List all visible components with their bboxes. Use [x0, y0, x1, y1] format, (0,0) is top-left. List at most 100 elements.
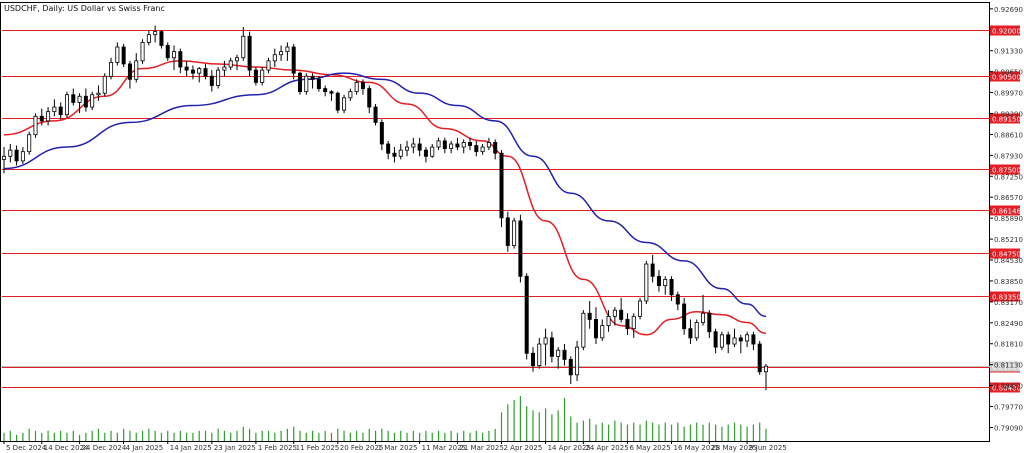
- volume-bar: [387, 430, 389, 441]
- y-tick-label: 0.87930: [994, 152, 1023, 160]
- candle-bull: [216, 69, 221, 86]
- volume-bar: [715, 424, 717, 441]
- candle-bull: [64, 94, 69, 116]
- candle-bear: [499, 152, 504, 219]
- candle-bull: [612, 309, 617, 317]
- volume-bar: [41, 432, 43, 441]
- volume-bar: [450, 430, 452, 441]
- x-tick-label: 24 Apr 2025: [585, 444, 628, 452]
- candle-bear: [190, 69, 195, 74]
- candle-bull: [430, 146, 435, 157]
- volume-bar: [274, 432, 276, 441]
- volume-bar: [368, 428, 370, 441]
- volume-bar: [708, 422, 710, 441]
- volume-bar: [116, 432, 118, 441]
- volume-bar: [78, 434, 81, 441]
- level-label-bg: [990, 291, 1020, 302]
- candle-bull: [260, 69, 265, 83]
- volume-bar: [261, 430, 263, 441]
- x-tick-label: 2 Apr 2025: [504, 444, 543, 452]
- volume-bar: [349, 432, 351, 441]
- candle-bear: [253, 69, 258, 83]
- volume-bar: [639, 424, 641, 441]
- candle-bear: [518, 220, 523, 277]
- candle-bull: [304, 75, 309, 93]
- candle-bear: [291, 46, 296, 74]
- level-label: 0.84750: [992, 251, 1021, 259]
- x-tick-label: 14 Apr 2025: [548, 444, 591, 452]
- y-tick-label: 0.89970: [994, 90, 1023, 98]
- volume-bar: [406, 432, 408, 441]
- volume-bar: [475, 430, 477, 441]
- volume-bar: [759, 422, 761, 441]
- level-label-bg: [990, 248, 1020, 259]
- candle-bear: [524, 275, 529, 354]
- volume-bar: [626, 424, 629, 441]
- candle-bull: [348, 91, 353, 99]
- y-tick-label: 0.85890: [994, 215, 1023, 223]
- volume-bar: [620, 422, 622, 441]
- candle-bear: [423, 149, 428, 157]
- candle-bull: [77, 95, 82, 103]
- plot-frame: [0, 2, 990, 442]
- current-price-label-bg: [990, 361, 1020, 372]
- chart-title: USDCHF, Daily: US Dollar vs Swiss Franc: [4, 4, 165, 13]
- volume-bar: [22, 432, 24, 441]
- candle-bear: [474, 145, 479, 153]
- volume-bar: [425, 430, 427, 441]
- y-tick-label: 0.90650: [994, 69, 1023, 77]
- volume-bar: [318, 432, 320, 441]
- candle-bull: [33, 115, 38, 136]
- candle-bull: [20, 151, 25, 162]
- candle-bull: [228, 60, 233, 68]
- candle-bear: [757, 343, 762, 373]
- volume-bar: [198, 430, 200, 441]
- candlesticks: [2, 25, 769, 391]
- volume-bar: [72, 430, 74, 441]
- candle-bear: [323, 88, 328, 93]
- candle-bull: [543, 337, 548, 345]
- y-tick-label: 0.89290: [994, 111, 1023, 119]
- volume-bar: [223, 430, 226, 441]
- x-tick-label: 20 Feb 2025: [340, 444, 384, 452]
- candle-bull: [354, 82, 359, 93]
- candle-bear: [587, 312, 592, 320]
- volume-bar: [286, 428, 288, 441]
- volume-bar: [305, 432, 307, 441]
- volume-bar: [740, 424, 742, 441]
- candle-bull: [537, 343, 542, 366]
- level-label-bg: [990, 382, 1020, 393]
- candle-bear: [688, 328, 693, 339]
- candle-bull: [8, 149, 13, 157]
- volume-bar: [570, 416, 572, 441]
- candle-bear: [165, 45, 170, 59]
- price-axis[interactable]: 0.92690 0.91330 0.90650 0.89970 0.89290 0.886…: [990, 6, 1023, 433]
- candle-bear: [159, 31, 164, 46]
- volume-bar: [230, 432, 232, 441]
- volume-bar: [154, 430, 156, 441]
- volume-bar: [614, 420, 616, 441]
- volume-bar: [652, 422, 654, 441]
- x-tick-label: 23 Jan 2025: [214, 444, 256, 452]
- candle-bull: [606, 315, 611, 326]
- candle-bull: [512, 220, 517, 246]
- volume-bar: [356, 430, 358, 441]
- volume-bar: [670, 424, 673, 441]
- volume-bar: [664, 422, 666, 441]
- x-tick-label: 5 Dec 2024: [6, 444, 47, 452]
- candle-bull: [449, 143, 454, 149]
- volume-bar: [519, 396, 521, 441]
- candle-bull: [480, 146, 485, 153]
- volume-bar: [507, 404, 509, 441]
- volume-bar: [9, 430, 11, 441]
- candle-bear: [455, 143, 460, 148]
- candle-bull: [461, 142, 466, 148]
- level-label-bg: [990, 25, 1020, 36]
- candle-bull: [222, 66, 227, 71]
- volume-bar: [595, 424, 597, 441]
- y-tick-label: 0.85210: [994, 236, 1023, 244]
- volume-bar: [91, 430, 93, 441]
- volume-bar: [444, 432, 446, 441]
